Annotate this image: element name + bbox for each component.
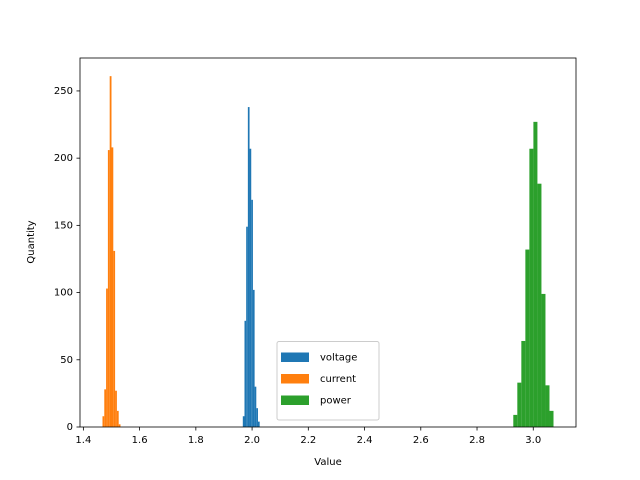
histogram-bar [545,385,550,427]
histogram-bar [541,293,546,427]
x-tick-label: 3.0 [525,435,541,446]
histogram-bar [254,386,257,427]
histogram-bar [549,410,554,427]
y-tick-label: 50 [60,355,73,366]
histogram-bar [116,410,119,427]
y-tick-label: 200 [54,153,73,164]
y-tick-label: 0 [67,422,73,433]
histogram-bar [517,382,522,427]
x-tick-label: 1.6 [132,435,148,446]
histogram-bar [529,148,534,427]
histogram-bar [533,121,538,427]
y-tick-label: 100 [54,288,73,299]
legend-label: current [320,374,356,385]
histogram-bar [521,340,526,427]
legend-swatch [281,352,309,362]
histogram-bar [257,421,260,427]
histogram-bar [249,148,252,427]
histogram-bar [525,249,530,427]
histogram-bar [244,320,247,427]
x-tick-label: 2.4 [357,435,373,446]
histogram-bar [111,147,114,428]
histogram-bar [109,76,112,428]
histogram-bar [115,390,117,427]
y-tick-label: 250 [54,86,73,97]
histogram-bar [118,424,121,427]
x-tick-label: 1.8 [188,435,204,446]
histogram-bar [107,150,110,427]
legend-swatch [281,374,309,384]
x-tick-label: 2.2 [300,435,316,446]
histogram-bar [102,416,105,427]
histogram-bar [113,250,116,427]
x-tick-label: 2.6 [413,435,429,446]
histogram-bar [252,289,255,427]
legend-swatch [281,395,309,405]
histogram-bar [256,408,258,427]
x-tick-label: 1.4 [75,435,91,446]
x-tick-label: 2.0 [244,435,260,446]
histogram-bar [247,107,250,427]
y-axis-label: Quantity [26,220,37,263]
x-axis-label: Value [314,457,341,468]
x-tick-label: 2.8 [469,435,485,446]
y-tick-label: 150 [54,220,73,231]
histogram-bar [106,288,108,427]
histogram-bar [537,183,542,427]
histogram-bar [251,199,253,427]
histogram-bar [513,414,518,427]
legend-label: voltage [320,353,357,364]
plot-frame [79,57,577,428]
histogram-bar [104,389,107,427]
histogram-bar [246,226,248,427]
histogram-bar [242,416,245,427]
legend-label: power [320,396,352,407]
